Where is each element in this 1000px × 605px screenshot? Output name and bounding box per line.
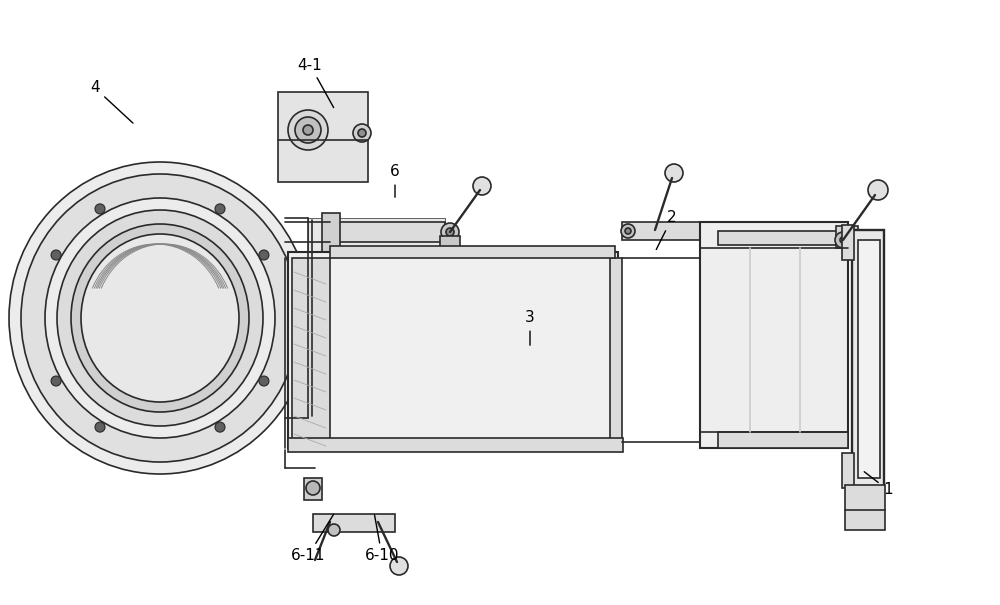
Circle shape bbox=[353, 124, 371, 142]
Circle shape bbox=[625, 228, 631, 234]
Bar bbox=[852, 230, 884, 490]
Bar bbox=[440, 236, 460, 248]
Bar bbox=[842, 225, 854, 260]
Bar bbox=[292, 258, 330, 442]
Bar bbox=[330, 246, 615, 258]
Bar bbox=[622, 222, 700, 240]
Bar bbox=[858, 240, 880, 478]
Text: 4-1: 4-1 bbox=[298, 57, 334, 108]
Circle shape bbox=[215, 204, 225, 214]
Circle shape bbox=[328, 524, 340, 536]
Bar bbox=[842, 453, 854, 488]
Circle shape bbox=[95, 422, 105, 432]
Ellipse shape bbox=[45, 198, 275, 438]
Circle shape bbox=[840, 237, 846, 243]
Circle shape bbox=[259, 376, 269, 386]
Bar bbox=[288, 252, 618, 448]
Circle shape bbox=[446, 228, 454, 236]
Bar bbox=[700, 222, 848, 448]
Bar bbox=[304, 478, 322, 500]
Circle shape bbox=[621, 224, 635, 238]
Bar bbox=[718, 432, 848, 448]
Bar bbox=[718, 231, 848, 245]
Circle shape bbox=[51, 250, 61, 260]
Ellipse shape bbox=[9, 162, 311, 474]
Circle shape bbox=[868, 180, 888, 200]
Circle shape bbox=[288, 110, 328, 150]
Circle shape bbox=[665, 164, 683, 182]
Circle shape bbox=[306, 481, 320, 495]
Bar bbox=[836, 226, 858, 248]
Ellipse shape bbox=[71, 224, 249, 412]
Text: 6-10: 6-10 bbox=[365, 515, 399, 563]
Ellipse shape bbox=[81, 234, 239, 402]
Bar bbox=[278, 92, 368, 182]
Circle shape bbox=[473, 177, 491, 195]
Bar bbox=[322, 213, 340, 258]
Bar bbox=[308, 218, 445, 418]
Circle shape bbox=[295, 117, 321, 143]
Circle shape bbox=[215, 422, 225, 432]
Bar bbox=[610, 258, 622, 442]
Circle shape bbox=[390, 557, 408, 575]
Circle shape bbox=[259, 250, 269, 260]
Circle shape bbox=[358, 129, 366, 137]
Ellipse shape bbox=[21, 174, 299, 462]
Text: 6-11: 6-11 bbox=[291, 514, 334, 563]
Text: 3: 3 bbox=[525, 310, 535, 345]
Bar bbox=[330, 222, 445, 242]
Circle shape bbox=[303, 125, 313, 135]
Circle shape bbox=[51, 376, 61, 386]
Text: 4: 4 bbox=[90, 80, 133, 123]
Text: 6: 6 bbox=[390, 165, 400, 197]
Ellipse shape bbox=[57, 210, 263, 426]
Circle shape bbox=[835, 232, 851, 248]
Bar bbox=[845, 485, 885, 530]
Bar bbox=[313, 514, 395, 532]
Circle shape bbox=[95, 204, 105, 214]
Bar bbox=[288, 438, 623, 452]
Text: 1: 1 bbox=[864, 472, 893, 497]
Text: 2: 2 bbox=[656, 211, 677, 249]
Circle shape bbox=[441, 223, 459, 241]
